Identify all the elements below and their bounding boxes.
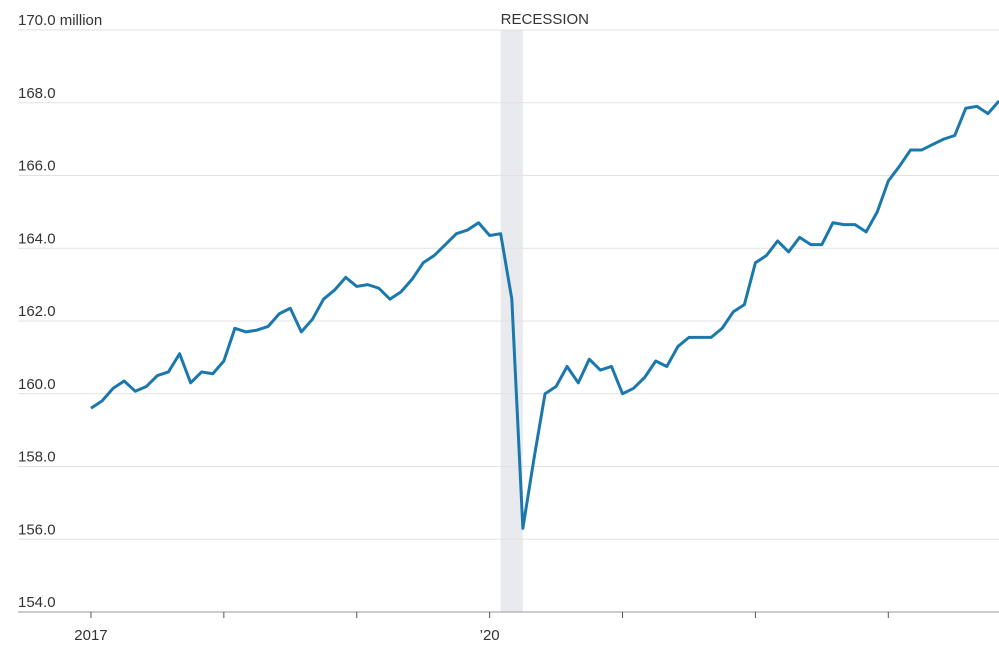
y-tick-label: 154.0 xyxy=(18,594,56,611)
y-tick-label: 158.0 xyxy=(18,449,56,466)
y-tick-label: 164.0 xyxy=(18,230,56,247)
x-tick-label: ’20 xyxy=(480,627,500,644)
recession-label: RECESSION xyxy=(501,11,589,28)
data-line xyxy=(90,99,999,530)
y-tick-label: 162.0 xyxy=(18,303,56,320)
x-tick-label: 2017 xyxy=(74,627,107,644)
y-tick-label: 160.0 xyxy=(18,376,56,393)
y-tick-label: 170.0 million xyxy=(18,12,102,29)
y-tick-label: 156.0 xyxy=(18,521,56,538)
y-tick-label: 166.0 xyxy=(18,158,56,175)
y-tick-label: 168.0 xyxy=(18,85,56,102)
